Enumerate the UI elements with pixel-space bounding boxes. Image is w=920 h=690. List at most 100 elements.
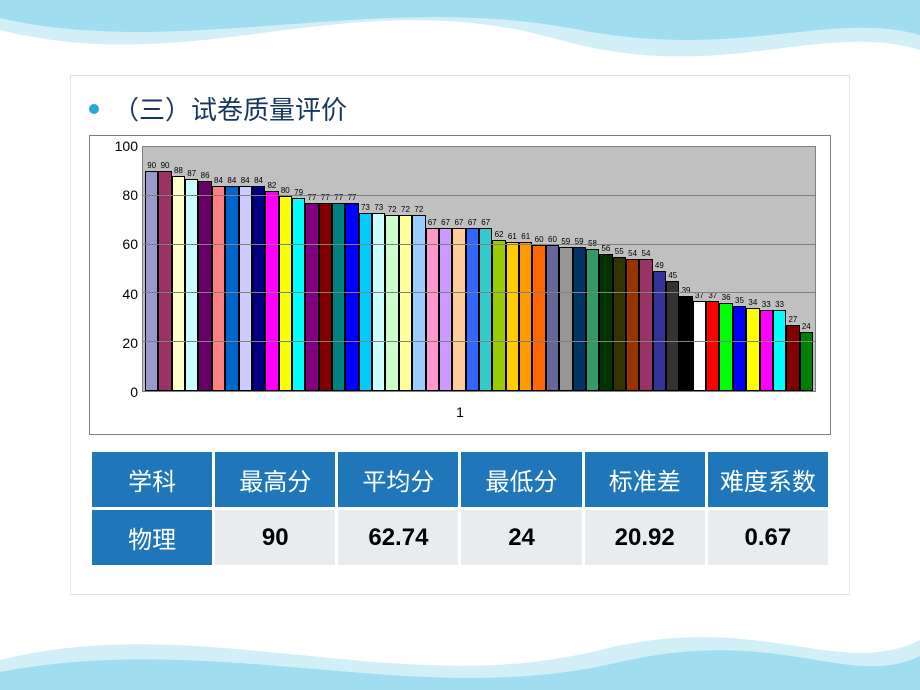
bar-value-label: 67 xyxy=(441,219,450,227)
bar-value-label: 56 xyxy=(601,245,610,253)
bar-value-label: 84 xyxy=(214,177,223,185)
bar-rect xyxy=(452,228,465,391)
table-header-row: 学科最高分平均分最低分标准差难度系数 xyxy=(92,452,828,507)
stats-table: 学科最高分平均分最低分标准差难度系数 物理9062.742420.920.67 xyxy=(89,449,831,568)
bar: 77 xyxy=(345,147,358,391)
bar-value-label: 80 xyxy=(281,187,290,195)
bar-rect xyxy=(399,215,412,391)
bar-rect xyxy=(345,203,358,391)
bar: 77 xyxy=(332,147,345,391)
bar-rect xyxy=(519,242,532,391)
bar-value-label: 72 xyxy=(401,206,410,214)
bar-value-label: 84 xyxy=(227,177,236,185)
bar: 60 xyxy=(546,147,559,391)
bar-rect xyxy=(532,245,545,391)
table-column-header: 学科 xyxy=(92,452,212,507)
bar-value-label: 33 xyxy=(762,301,771,309)
bar: 59 xyxy=(573,147,586,391)
table-column-header: 标准差 xyxy=(585,452,705,507)
bar: 61 xyxy=(519,147,532,391)
bar-rect xyxy=(733,306,746,391)
bar-rect xyxy=(506,242,519,391)
bar: 90 xyxy=(158,147,171,391)
bar-rect xyxy=(479,228,492,391)
bar: 33 xyxy=(773,147,786,391)
slide: （三）试卷质量评价 909088878684848484828079777777… xyxy=(0,0,920,690)
bar: 39 xyxy=(679,147,692,391)
bar-rect xyxy=(239,186,252,391)
bar-rect xyxy=(653,271,666,391)
bar-value-label: 73 xyxy=(361,204,370,212)
bar-value-label: 90 xyxy=(161,162,170,170)
bar-rect xyxy=(666,281,679,391)
bar-value-label: 84 xyxy=(241,177,250,185)
gridline xyxy=(143,292,815,293)
bar: 37 xyxy=(693,147,706,391)
bar-value-label: 33 xyxy=(775,301,784,309)
bar: 62 xyxy=(492,147,505,391)
bar: 72 xyxy=(385,147,398,391)
bar: 72 xyxy=(412,147,425,391)
bar-rect xyxy=(372,213,385,391)
gridline xyxy=(143,244,815,245)
bar-rect xyxy=(265,191,278,391)
chart-plot-outer: 9090888786848484848280797777777773737272… xyxy=(94,140,826,400)
bar-value-label: 61 xyxy=(508,233,517,241)
bars-container: 9090888786848484848280797777777773737272… xyxy=(143,147,815,391)
ytick-label: 40 xyxy=(94,286,138,302)
bar-rect xyxy=(332,203,345,391)
bar-rect xyxy=(319,203,332,391)
bar: 67 xyxy=(426,147,439,391)
bar: 35 xyxy=(733,147,746,391)
bar-rect xyxy=(573,247,586,391)
bar-rect xyxy=(693,301,706,391)
bar-value-label: 67 xyxy=(428,219,437,227)
bar-rect xyxy=(439,228,452,391)
bar: 67 xyxy=(479,147,492,391)
bar-rect xyxy=(212,186,225,391)
bar-rect xyxy=(158,171,171,391)
bar-value-label: 82 xyxy=(267,182,276,190)
table-cell: 20.92 xyxy=(585,510,705,565)
bar: 84 xyxy=(252,147,265,391)
bar: 86 xyxy=(198,147,211,391)
bar: 45 xyxy=(666,147,679,391)
bar-rect xyxy=(639,259,652,391)
table-cell: 24 xyxy=(461,510,581,565)
bar: 37 xyxy=(706,147,719,391)
bar-rect xyxy=(613,257,626,391)
bar: 67 xyxy=(452,147,465,391)
bullet-icon xyxy=(89,104,99,114)
bar: 67 xyxy=(466,147,479,391)
table-cell: 90 xyxy=(215,510,335,565)
bar: 34 xyxy=(746,147,759,391)
bar: 84 xyxy=(225,147,238,391)
bar-rect xyxy=(626,259,639,391)
bar-rect xyxy=(719,303,732,391)
bar-value-label: 67 xyxy=(481,219,490,227)
bar-value-label: 88 xyxy=(174,167,183,175)
title-row: （三）试卷质量评价 xyxy=(89,90,831,127)
table-cell: 0.67 xyxy=(708,510,828,565)
content-frame: （三）试卷质量评价 909088878684848484828079777777… xyxy=(70,75,850,595)
bar: 59 xyxy=(559,147,572,391)
bar-rect xyxy=(559,247,572,391)
table-column-header: 难度系数 xyxy=(708,452,828,507)
ytick-label: 0 xyxy=(94,384,138,400)
bar-rect xyxy=(546,245,559,391)
bar-value-label: 27 xyxy=(788,316,797,324)
bar: 49 xyxy=(653,147,666,391)
x-axis-label: 1 xyxy=(94,404,826,420)
bar: 77 xyxy=(319,147,332,391)
bar-value-label: 67 xyxy=(468,219,477,227)
bar: 36 xyxy=(719,147,732,391)
bar-rect xyxy=(426,228,439,391)
bar-rect xyxy=(279,196,292,391)
table-column-header: 最低分 xyxy=(461,452,581,507)
bar: 61 xyxy=(506,147,519,391)
bar-rect xyxy=(599,254,612,391)
bar-value-label: 73 xyxy=(374,204,383,212)
bar-rect xyxy=(466,228,479,391)
bar: 79 xyxy=(292,147,305,391)
table-cell: 62.74 xyxy=(338,510,458,565)
